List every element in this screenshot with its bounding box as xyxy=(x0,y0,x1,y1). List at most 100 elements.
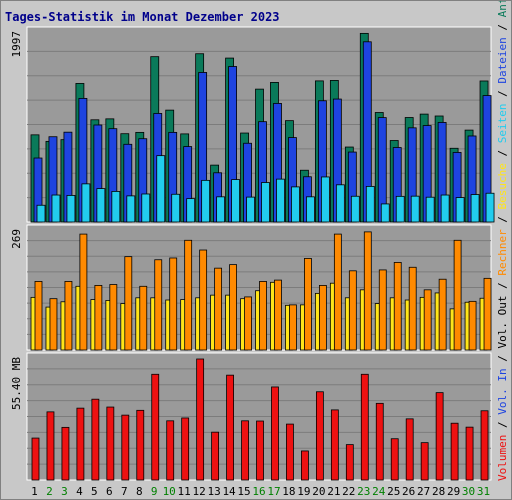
visits-bar-rechner-day-1 xyxy=(34,281,43,351)
legend-entry: / xyxy=(496,276,509,296)
visits-bar-rechner-day-4 xyxy=(79,233,88,351)
legend-entry: Vol. In xyxy=(496,368,509,414)
requests-bar-seiten-day-7 xyxy=(126,195,136,223)
day-label-27: 27 xyxy=(417,485,430,498)
requests-bar-seiten-day-30 xyxy=(470,194,480,223)
visits-bar-rechner-day-2 xyxy=(49,298,58,351)
visits-bar-rechner-day-5 xyxy=(94,285,103,351)
legend-entry: / xyxy=(496,349,509,369)
requests-bar-seiten-day-28 xyxy=(440,194,450,223)
right-legend: Volumen / Vol. In / Vol. Out / Rechner /… xyxy=(496,1,509,481)
chart-title: Tages-Statistik im Monat Dezember 2023 xyxy=(5,10,280,24)
day-label-31: 31 xyxy=(477,485,490,498)
day-label-25: 25 xyxy=(387,485,400,498)
volume-bar-volumen-day-13 xyxy=(211,431,220,481)
day-label-6: 6 xyxy=(106,485,113,498)
volume-bar-volumen-day-16 xyxy=(256,420,264,481)
requests-bar-seiten-day-11 xyxy=(186,198,196,223)
visits-bar-rechner-day-25 xyxy=(393,262,402,351)
requests-bar-seiten-day-19 xyxy=(306,196,315,223)
day-label-10: 10 xyxy=(163,485,176,498)
requests-bar-seiten-day-29 xyxy=(455,197,465,223)
day-label-4: 4 xyxy=(76,485,83,498)
visits-bar-rechner-day-10 xyxy=(169,257,178,351)
volume-bar-volumen-day-24 xyxy=(375,402,384,481)
requests-bar-seiten-day-27 xyxy=(425,196,435,223)
legend-entry: Seiten xyxy=(496,103,509,143)
visits-max-label: 269 xyxy=(10,229,23,249)
requests-bar-seiten-day-8 xyxy=(141,193,151,223)
requests-bar-seiten-day-18 xyxy=(291,186,300,223)
requests-bar-seiten-day-3 xyxy=(66,195,76,223)
legend-entry: Rechner xyxy=(496,229,509,276)
volume-bar-volumen-day-9 xyxy=(151,373,160,481)
requests-bar-seiten-day-2 xyxy=(51,194,61,223)
volume-bar-volumen-day-1 xyxy=(31,437,40,481)
legend-entry: Volumen xyxy=(496,435,509,481)
visits-bar-rechner-day-31 xyxy=(483,277,492,351)
visits-bar-rechner-day-17 xyxy=(274,279,282,351)
legend-entry: / xyxy=(496,17,509,37)
requests-bar-seiten-day-9 xyxy=(156,155,166,223)
volume-bar-volumen-day-14 xyxy=(226,374,234,481)
requests-bar-seiten-day-14 xyxy=(231,179,240,223)
visits-bar-rechner-day-13 xyxy=(214,267,223,351)
requests-bar-seiten-day-6 xyxy=(111,191,121,223)
volume-bar-volumen-day-18 xyxy=(286,423,294,481)
day-label-19: 19 xyxy=(297,485,310,498)
volume-bar-volumen-day-8 xyxy=(136,409,145,481)
volume-bar-volumen-day-4 xyxy=(76,407,85,481)
visits-bar-rechner-day-24 xyxy=(378,269,387,351)
day-label-9: 9 xyxy=(151,485,158,498)
visits-bar-rechner-day-22 xyxy=(348,270,357,351)
day-label-21: 21 xyxy=(327,485,340,498)
day-label-5: 5 xyxy=(91,485,98,498)
visits-bar-rechner-day-18 xyxy=(289,304,297,351)
requests-bar-seiten-day-5 xyxy=(96,188,106,223)
volume-bar-volumen-day-15 xyxy=(241,420,249,481)
requests-bar-seiten-day-25 xyxy=(395,195,405,223)
day-label-20: 20 xyxy=(312,485,325,498)
volume-bar-volumen-day-25 xyxy=(390,438,399,481)
legend-entry: / xyxy=(496,209,509,229)
legend-entry: Besuche xyxy=(496,163,509,209)
volume-bar-volumen-day-7 xyxy=(121,414,130,481)
requests-bar-seiten-day-21 xyxy=(335,184,345,223)
requests-bar-seiten-day-24 xyxy=(380,203,390,223)
visits-bar-rechner-day-12 xyxy=(199,249,208,351)
volume-bar-volumen-day-5 xyxy=(91,398,100,481)
day-label-7: 7 xyxy=(121,485,128,498)
day-label-17: 17 xyxy=(267,485,280,498)
day-label-22: 22 xyxy=(342,485,355,498)
requests-max-label: 1997 xyxy=(10,31,23,58)
day-label-15: 15 xyxy=(237,485,250,498)
visits-bar-rechner-day-26 xyxy=(408,266,417,351)
requests-bar-seiten-day-22 xyxy=(350,195,360,223)
volume-bar-volumen-day-26 xyxy=(405,418,414,481)
day-label-14: 14 xyxy=(222,485,236,498)
volume-bar-volumen-day-27 xyxy=(420,442,429,481)
volume-bar-volumen-day-23 xyxy=(360,373,369,481)
legend-entry: / xyxy=(496,84,509,104)
visits-bar-rechner-day-3 xyxy=(64,281,73,351)
requests-bar-seiten-day-10 xyxy=(171,193,181,223)
volume-bar-volumen-day-10 xyxy=(166,420,175,481)
requests-bar-seiten-day-13 xyxy=(216,196,226,223)
visits-bar-rechner-day-29 xyxy=(453,239,462,351)
legend-entry: Dateien xyxy=(496,37,509,83)
volume-bar-volumen-day-12 xyxy=(196,358,205,481)
volume-bar-volumen-day-20 xyxy=(315,391,324,481)
visits-bar-rechner-day-21 xyxy=(333,233,342,351)
legend-entry: Vol. Out xyxy=(496,296,509,349)
day-label-30: 30 xyxy=(462,485,475,498)
volume-bar-volumen-day-3 xyxy=(61,426,70,481)
volume-bar-volumen-day-6 xyxy=(106,406,115,481)
day-label-23: 23 xyxy=(357,485,370,498)
day-label-11: 11 xyxy=(178,485,191,498)
day-label-29: 29 xyxy=(447,485,460,498)
visits-bar-rechner-day-6 xyxy=(109,284,118,351)
visits-bar-rechner-day-23 xyxy=(363,231,372,351)
requests-bar-seiten-day-20 xyxy=(320,176,330,223)
